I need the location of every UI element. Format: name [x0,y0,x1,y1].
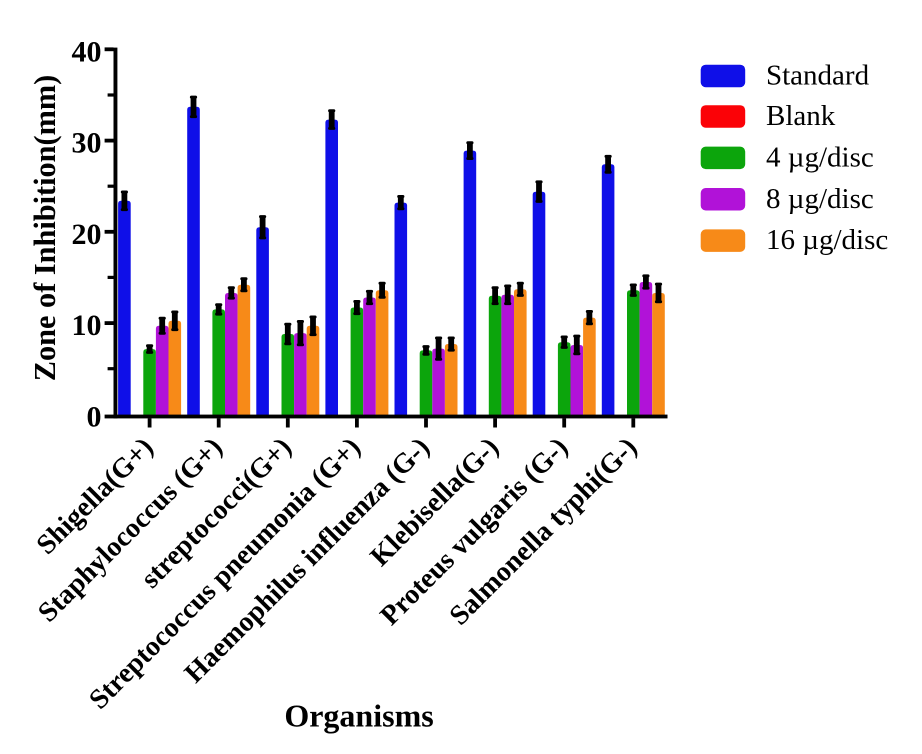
svg-text:8 µg/disc: 8 µg/disc [766,183,874,215]
svg-text:30: 30 [72,127,102,160]
svg-text:Blank: Blank [766,100,836,132]
svg-text:16 µg/disc: 16 µg/disc [766,224,888,256]
svg-text:Zone of Inhibition(mm): Zone of Inhibition(mm) [28,75,62,381]
svg-text:20: 20 [72,218,102,251]
svg-text:0: 0 [87,400,102,433]
svg-text:Organisms: Organisms [284,698,433,734]
svg-text:10: 10 [72,309,102,342]
svg-text:4 µg/disc: 4 µg/disc [766,141,874,173]
svg-text:40: 40 [72,35,102,68]
svg-text:Standard: Standard [766,60,870,92]
